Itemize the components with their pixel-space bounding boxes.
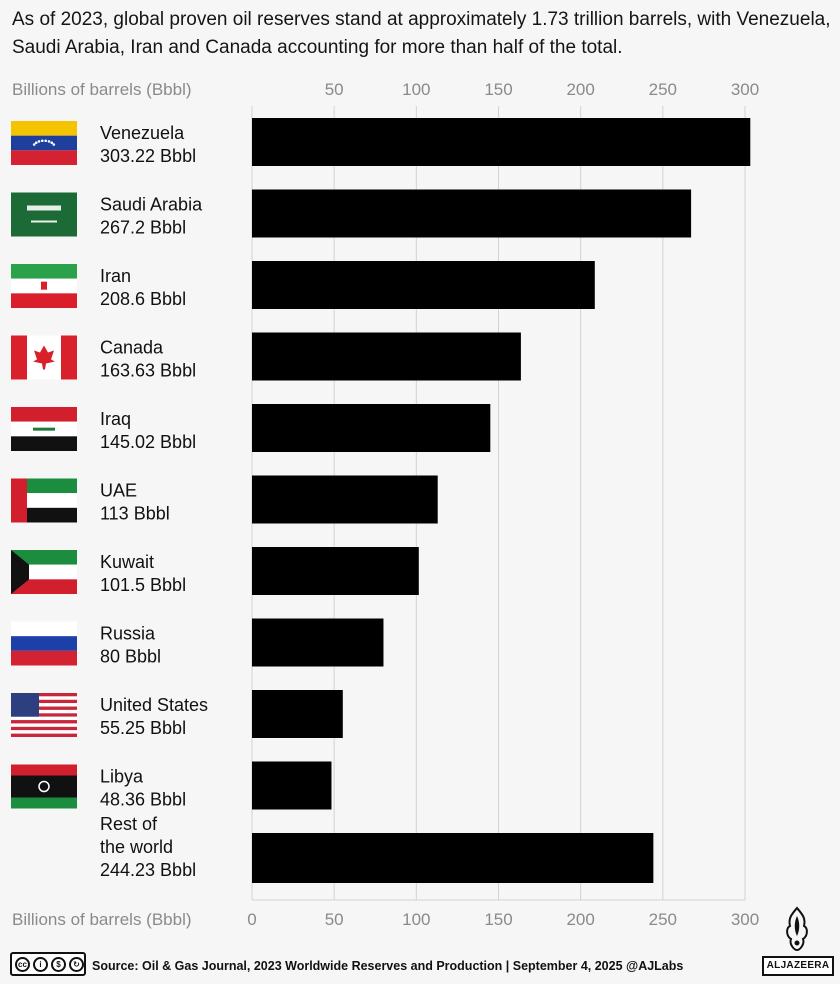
bar-russia bbox=[252, 618, 384, 667]
country-name-label: Libya bbox=[100, 767, 144, 787]
bottom-tick-label: 300 bbox=[731, 910, 759, 929]
value-label: 145.02 Bbbl bbox=[100, 432, 196, 452]
country-name-label: Saudi Arabia bbox=[100, 195, 203, 215]
uae-flag bbox=[11, 478, 77, 523]
bar-chart: Billions of barrels (Bbbl) 50 100 150 200 250… bbox=[11, 80, 759, 929]
saudi-arabia-flag bbox=[11, 192, 77, 237]
russia-flag bbox=[11, 621, 77, 666]
venezuela-flag bbox=[11, 121, 77, 165]
bar-united-states bbox=[252, 690, 343, 738]
source-note: Source: Oil & Gas Journal, 2023 Worldwid… bbox=[92, 959, 684, 973]
country-name-label: United States bbox=[100, 695, 208, 715]
footer: cc i $ ↻ Source: Oil & Gas Journal, 2023… bbox=[0, 906, 840, 984]
top-tick-label: 250 bbox=[649, 80, 677, 99]
bar-saudi-arabia bbox=[252, 189, 692, 238]
bottom-tick-label: 0 bbox=[247, 910, 256, 929]
country-name-label: Kuwait bbox=[100, 552, 154, 572]
top-tick-label: 150 bbox=[484, 80, 512, 99]
iran-flag bbox=[11, 264, 77, 308]
bottom-tick-label: 200 bbox=[566, 910, 594, 929]
iraq-flag bbox=[11, 407, 77, 451]
kuwait-flag bbox=[11, 550, 77, 594]
value-label: 55.25 Bbbl bbox=[100, 718, 186, 738]
country-name-label: UAE bbox=[100, 481, 137, 501]
country-name-label: Russia bbox=[100, 624, 156, 644]
top-tick-label: 50 bbox=[325, 80, 344, 99]
bar-canada bbox=[252, 332, 521, 381]
libya-flag bbox=[11, 764, 77, 809]
brand-wordmark: ALJAZEERA bbox=[762, 956, 834, 976]
country-name-label: Rest of bbox=[100, 814, 158, 834]
bottom-tick-label: 150 bbox=[484, 910, 512, 929]
bottom-tick-label: 50 bbox=[325, 910, 344, 929]
value-label: 80 Bbbl bbox=[100, 647, 161, 667]
aljazeera-logo-icon bbox=[786, 906, 808, 952]
cc-license-icon: cc i $ ↻ bbox=[10, 952, 86, 976]
top-axis-title: Billions of barrels (Bbbl) bbox=[12, 80, 192, 99]
chart-subtitle: As of 2023, global proven oil reserves s… bbox=[12, 9, 831, 58]
bar-kuwait bbox=[252, 547, 419, 595]
country-name-label: Venezuela bbox=[100, 123, 185, 143]
value-label: 208.6 Bbbl bbox=[100, 289, 186, 309]
bar-rest-of-the-world bbox=[252, 833, 654, 883]
country-name-label: the world bbox=[100, 837, 173, 857]
bottom-tick-label: 250 bbox=[649, 910, 677, 929]
value-label: 113 Bbbl bbox=[100, 504, 170, 524]
value-label: 48.36 Bbbl bbox=[100, 790, 186, 810]
top-tick-label: 300 bbox=[731, 80, 759, 99]
value-label: 163.63 Bbbl bbox=[100, 361, 196, 381]
country-name-label: Canada bbox=[100, 338, 164, 358]
bar-venezuela bbox=[252, 118, 751, 166]
usa-flag bbox=[11, 693, 77, 737]
bottom-axis-title: Billions of barrels (Bbbl) bbox=[12, 910, 192, 929]
bottom-tick-label: 100 bbox=[402, 910, 430, 929]
value-label: 267.2 Bbbl bbox=[100, 218, 186, 238]
top-tick-label: 100 bbox=[402, 80, 430, 99]
bar-libya bbox=[252, 761, 332, 810]
bar-iran bbox=[252, 261, 595, 309]
top-tick-label: 200 bbox=[566, 80, 594, 99]
value-label: 303.22 Bbbl bbox=[100, 146, 196, 166]
canada-flag bbox=[11, 335, 77, 380]
value-label: 244.23 Bbbl bbox=[100, 860, 196, 880]
country-name-label: Iran bbox=[100, 266, 131, 286]
value-label: 101.5 Bbbl bbox=[100, 575, 186, 595]
country-name-label: Iraq bbox=[100, 409, 131, 429]
bar-uae bbox=[252, 475, 438, 524]
bar-iraq bbox=[252, 404, 491, 452]
